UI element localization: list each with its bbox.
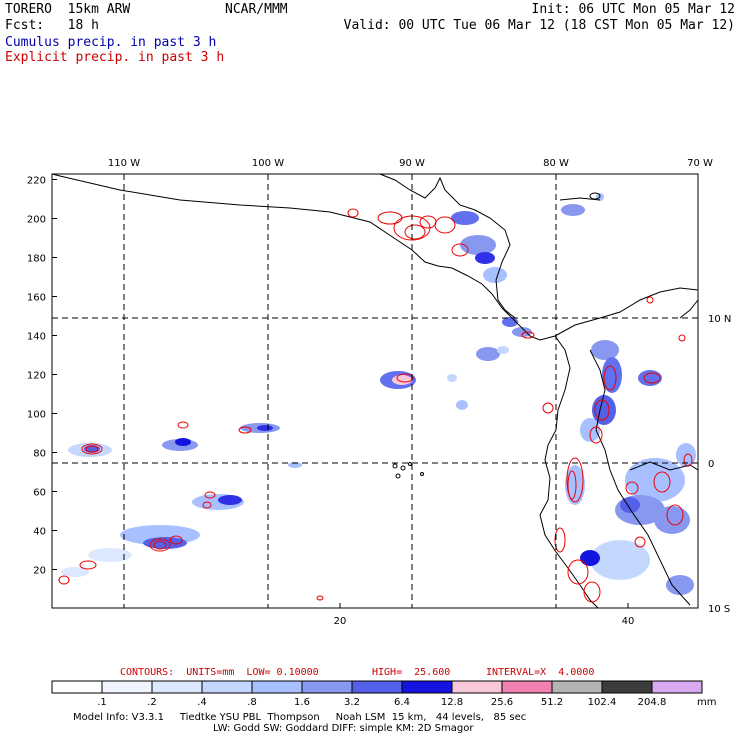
y-tick-label: 140: [27, 332, 46, 343]
model-info: Model Info: V3.3.1 Tiedtke YSU PBL Thomp…: [73, 712, 527, 723]
explicit-contours: [58, 208, 693, 603]
colorbar-label: 51.2: [541, 697, 563, 708]
colorbar-swatch: [551, 680, 603, 694]
lat-lon-grid: [52, 174, 698, 608]
colorbar-label: 25.6: [491, 697, 513, 708]
coastlines: [52, 174, 698, 608]
colorbar-swatch: [251, 680, 303, 694]
colorbar-label: 102.4: [588, 697, 617, 708]
colorbar-swatch: [101, 680, 153, 694]
org-label: NCAR/MMM: [225, 2, 288, 17]
plot-frame: [51, 173, 699, 609]
colorbar: .1 .2 .4 .8 1.6 3.2 6.4 12.8 25.6 51.2 102.4 204.8: [51, 680, 703, 708]
colorbar-unit: mm: [697, 697, 716, 708]
y-tick-label: 80: [33, 449, 46, 460]
cumulus-legend: Cumulus precip. in past 3 h: [5, 35, 217, 50]
y-tick-label: 100: [27, 410, 46, 421]
x-axis-ticks: 2040608010012014016018020022024026028030…: [334, 603, 635, 627]
y-tick-label: 20: [33, 566, 46, 577]
y-tick-label: 120: [27, 371, 46, 382]
colorbar-swatch: [51, 680, 103, 694]
lon-label-100w: 100 W: [252, 158, 284, 169]
y-tick-label: 60: [33, 488, 46, 499]
y-tick-label: 40: [33, 527, 46, 538]
colorbar-label: .1: [97, 697, 107, 708]
colorbar-swatch: [201, 680, 253, 694]
lon-label-110w: 110 W: [108, 158, 140, 169]
colorbar-label: 12.8: [441, 697, 463, 708]
y-tick-label: 180: [27, 254, 46, 265]
colorbar-swatch: [401, 680, 453, 694]
cumulus-shading: [61, 193, 696, 595]
physics-info: LW: Godd SW: Goddard DIFF: simple KM: 2D…: [213, 723, 474, 734]
lat-label-10n: 10 N: [708, 314, 731, 325]
colorbar-swatch: [501, 680, 553, 694]
y-tick-label: 160: [27, 293, 46, 304]
colorbar-swatch: [301, 680, 353, 694]
lon-label-70w: 70 W: [687, 158, 713, 169]
colorbar-swatch: [451, 680, 503, 694]
colorbar-label: 204.8: [638, 697, 667, 708]
lon-label-90w: 90 W: [399, 158, 425, 169]
lat-label-0: 0: [708, 459, 714, 470]
contour-interval: INTERVAL=X 4.0000: [486, 667, 595, 678]
colorbar-label: .2: [147, 697, 157, 708]
x-tick-label: 40: [622, 616, 635, 627]
colorbar-label: .4: [197, 697, 207, 708]
colorbar-label: 6.4: [394, 697, 410, 708]
colorbar-label: .8: [247, 697, 257, 708]
y-tick-label: 200: [27, 215, 46, 226]
forecast-hour: Fcst: 18 h: [5, 18, 99, 33]
explicit-legend: Explicit precip. in past 3 h: [5, 50, 225, 65]
init-time: Init: 06 UTC Mon 05 Mar 12: [531, 2, 736, 17]
valid-time: Valid: 00 UTC Tue 06 Mar 12 (18 CST Mon …: [343, 18, 735, 33]
colorbar-swatch: [151, 680, 203, 694]
contour-units: CONTOURS: UNITS=mm LOW= 0.10000: [120, 667, 319, 678]
colorbar-label: 3.2: [344, 697, 360, 708]
lat-label-10s: 10 S: [708, 604, 730, 615]
lon-label-80w: 80 W: [543, 158, 569, 169]
colorbar-swatch: [651, 680, 703, 694]
x-tick-label: 20: [334, 616, 347, 627]
colorbar-swatch: [601, 680, 653, 694]
y-tick-label: 220: [27, 176, 46, 187]
colorbar-label: 1.6: [294, 697, 310, 708]
colorbar-swatch: [351, 680, 403, 694]
model-title: TORERO 15km ARW: [5, 2, 131, 17]
contour-high: HIGH= 25.600: [372, 667, 451, 678]
y-axis-ticks: 220 200 180 160 140 120 100 80 60 40 20: [27, 176, 57, 577]
